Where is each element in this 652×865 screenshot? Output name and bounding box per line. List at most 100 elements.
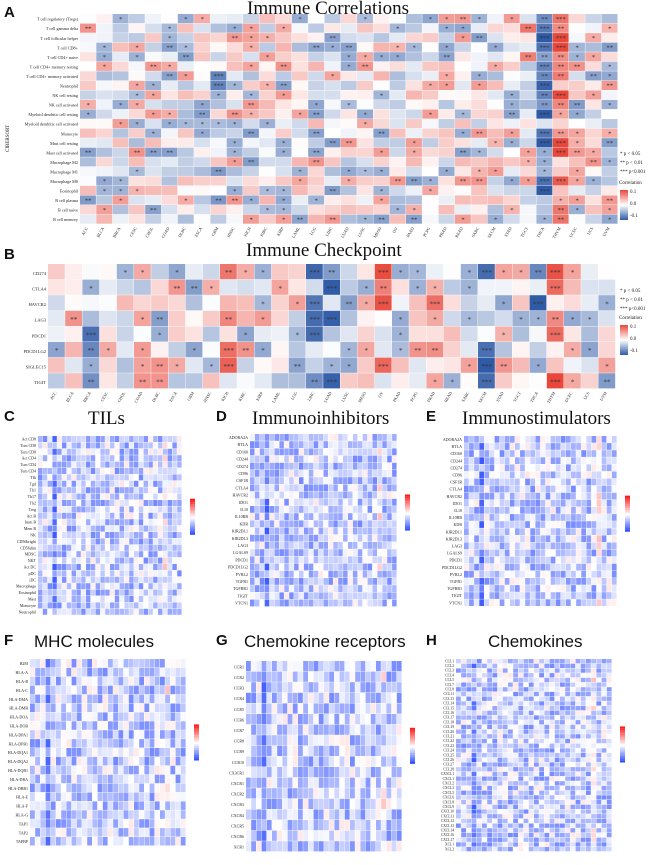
svg-e-row-label: IL10 <box>454 508 462 513</box>
svg-c-cell <box>42 442 48 449</box>
svg-c-cell <box>42 576 48 583</box>
svg-f-cell <box>50 739 56 748</box>
svg-f-cell <box>97 721 103 730</box>
svg-c-cell <box>71 512 76 519</box>
svg-f-cell <box>123 837 129 846</box>
svg-f-cell <box>61 756 66 766</box>
svg-d-cell <box>284 462 289 470</box>
svg-e-cell <box>550 535 556 543</box>
svg-e-cell <box>494 556 500 564</box>
svg-f-cell <box>71 819 77 828</box>
svg-e-cell <box>566 556 571 564</box>
svg-a-cell <box>194 52 210 62</box>
svg-e-cell <box>484 485 490 493</box>
svg-b-cell <box>426 357 444 373</box>
svg-d-cell <box>323 585 328 592</box>
svg-d-cell <box>323 578 328 585</box>
svg-e-cell <box>581 528 586 535</box>
svg-d-cell <box>289 563 294 571</box>
svg-d-cell <box>343 599 348 607</box>
svg-a-cell <box>259 52 276 62</box>
svg-a-cell <box>194 80 210 90</box>
svg-g-cell <box>256 820 262 831</box>
svg-d-cell <box>294 563 299 571</box>
svg-c-cell <box>143 448 148 455</box>
svg-e-cell <box>469 570 474 578</box>
svg-c-cell <box>143 506 148 513</box>
svg-a-sig-mark: * <box>478 150 482 157</box>
svg-c-cell <box>172 500 177 506</box>
svg-d-cell <box>274 534 279 542</box>
svg-c-cell <box>71 576 76 583</box>
svg-e-cell <box>469 556 474 564</box>
svg-e-row-label: CD160 <box>450 451 462 456</box>
svg-a-cell <box>161 23 178 33</box>
svg-e-cell <box>611 485 617 493</box>
svg-c-cell <box>162 576 168 583</box>
svg-b-cell <box>460 357 478 373</box>
svg-a-cell <box>520 99 536 110</box>
svg-c-cell <box>100 570 105 577</box>
svg-g-cell <box>251 714 256 725</box>
svg-f-cell <box>97 819 103 828</box>
svg-e-cell <box>474 436 479 443</box>
svg-c-cell <box>119 551 124 558</box>
svg-a-cell <box>340 166 357 176</box>
svg-f-cell <box>170 810 176 819</box>
svg-c-cell <box>153 500 158 506</box>
svg-a-cell <box>194 147 210 157</box>
svg-a-cell <box>357 176 373 186</box>
svg-e-cell <box>545 499 551 507</box>
svg-a-col-label: PRAD <box>438 226 448 238</box>
svg-f-cell <box>40 721 46 730</box>
svg-f-cell <box>175 712 181 721</box>
svg-e-cell <box>479 599 484 606</box>
svg-b-cell <box>271 326 289 342</box>
svg-b-cell <box>478 310 495 326</box>
svg-g-cell <box>360 735 366 746</box>
svg-f-cell <box>180 837 186 846</box>
svg-f-cell <box>160 739 165 748</box>
svg-f-cell <box>170 685 176 695</box>
svg-a-cell <box>520 166 536 176</box>
svg-e-cell <box>545 549 551 557</box>
svg-e-cell <box>540 471 546 479</box>
svg-b-cell <box>185 357 203 373</box>
svg-c-cell <box>38 602 43 609</box>
svg-c-cell <box>172 512 177 519</box>
svg-a-cell <box>226 128 243 138</box>
svg-a-sig-mark: * <box>282 25 286 32</box>
svg-f-cell <box>82 801 87 810</box>
svg-a-cell <box>569 109 585 119</box>
svg-g-cell <box>391 777 397 788</box>
svg-c-cell <box>100 538 105 545</box>
svg-e-cell <box>601 599 607 606</box>
svg-e-cell <box>571 485 576 493</box>
svg-a-cell <box>585 185 602 196</box>
svg-e-cell <box>601 443 607 450</box>
svg-a-cell <box>145 147 162 157</box>
svg-c-cell <box>47 570 52 577</box>
svg-c-cell <box>57 596 62 602</box>
svg-a-cell <box>291 14 308 24</box>
svg-e-cell <box>479 450 484 457</box>
svg-b-cell <box>116 357 134 373</box>
svg-a-col-label: CHOL <box>144 226 154 239</box>
svg-e-cell <box>479 549 484 557</box>
svg-d-cell <box>328 455 333 463</box>
svg-d-cell <box>318 592 324 600</box>
svg-c-cell <box>158 493 163 500</box>
svg-f-cell <box>175 819 181 828</box>
svg-e-cell <box>479 528 484 535</box>
svg-e-cell <box>474 514 479 521</box>
svg-a-cell <box>291 61 308 71</box>
svg-c-cell <box>47 500 52 506</box>
svg-g-cell <box>313 756 319 767</box>
svg-c-cell <box>52 461 57 468</box>
svg-b-cell <box>546 342 564 358</box>
svg-e-cell <box>515 443 520 450</box>
svg-b-sig-mark: * <box>433 378 437 386</box>
svg-d-row-label: PVRL2 <box>236 572 248 577</box>
svg-b-cell <box>581 279 598 295</box>
svg-g-cell <box>313 798 319 809</box>
